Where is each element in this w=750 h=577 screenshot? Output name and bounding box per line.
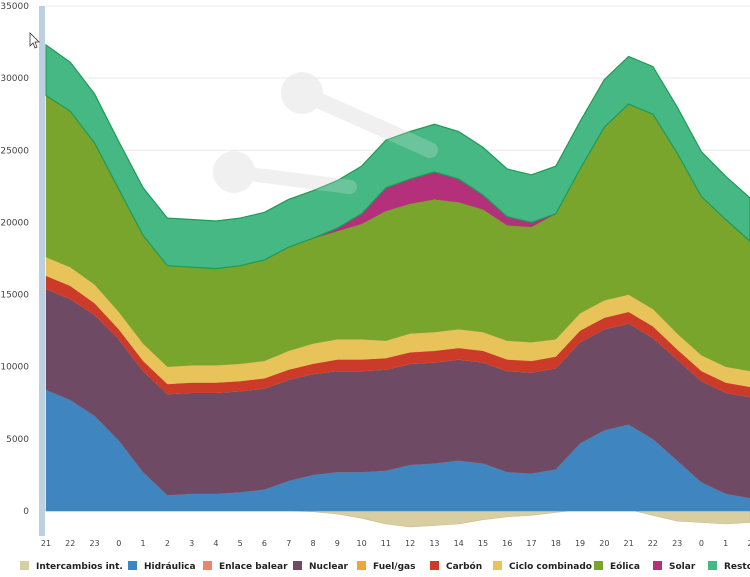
x-tick-label: 9 (335, 539, 340, 548)
legend-swatch (594, 561, 603, 570)
legend-swatch (653, 561, 662, 570)
x-tick-label: 14 (454, 539, 464, 548)
legend-swatch (357, 561, 366, 570)
x-tick-label: 17 (526, 539, 536, 548)
legend-label: Eólica (610, 561, 640, 572)
y-tick-label: 15000 (0, 291, 29, 301)
y-tick-label: 20000 (0, 218, 29, 228)
legend-label: Carbón (446, 561, 482, 572)
y-tick-label: 5000 (6, 435, 29, 445)
legend-swatch (493, 561, 502, 570)
legend-swatch (293, 561, 302, 570)
legend-label: Fuel/gas (373, 562, 415, 572)
x-tick-label: 19 (575, 539, 585, 548)
x-tick-label: 16 (502, 539, 512, 548)
x-tick-label: 7 (286, 539, 291, 548)
x-tick-label: 4 (213, 539, 218, 548)
x-tick-label: 15 (478, 539, 488, 548)
legend-label: Intercambios int. (36, 562, 123, 572)
x-tick-label: 22 (648, 539, 658, 548)
x-tick-label: 1 (141, 539, 146, 548)
x-tick-label: 21 (624, 539, 634, 548)
x-tick-label: 20 (599, 539, 609, 548)
legend-label: Hidráulica (144, 562, 196, 572)
x-tick-label: 8 (310, 539, 315, 548)
x-tick-label: 21 (41, 539, 51, 548)
y-axis-ticks: 0 5000 10000 15000 20000 25000 30000 35000 (0, 2, 29, 517)
legend-item-nuclear: Nuclear (293, 561, 349, 572)
x-tick-label: 2 (747, 539, 750, 548)
y-tick-label: 0 (23, 507, 29, 517)
x-tick-label: 13 (429, 539, 439, 548)
legend-item-carbon: Carbón (430, 561, 482, 572)
legend-item-enlace-balear: Enlace balear (203, 561, 288, 572)
legend: Intercambios int. Hidráulica Enlace balear… (20, 561, 750, 572)
legend-swatch (203, 561, 212, 570)
legend-item-resto: Resto (708, 561, 750, 572)
x-tick-label: 22 (65, 539, 75, 548)
x-tick-label: 1 (723, 539, 728, 548)
legend-item-eolica: Eólica (594, 561, 640, 572)
x-tick-label: 23 (89, 539, 99, 548)
y-tick-label: 35000 (0, 2, 29, 12)
x-tick-label: 2 (165, 539, 170, 548)
legend-swatch (708, 561, 717, 570)
x-tick-label: 11 (381, 539, 391, 548)
x-tick-label: 18 (551, 539, 561, 548)
legend-label: Enlace balear (219, 562, 288, 572)
x-axis-ticks: 21 22 23 0 1 2 3 4 5 6 7 8 9 10 11 12 13 14 15 16 17 18 19 20 21… (41, 539, 750, 548)
watermark-overlay (213, 72, 438, 194)
y-tick-label: 25000 (0, 146, 29, 156)
legend-swatch (430, 561, 439, 570)
x-tick-label: 5 (238, 539, 243, 548)
legend-label: Ciclo combinado (509, 562, 592, 572)
mouse-cursor-icon (29, 32, 40, 49)
legend-swatch (20, 561, 29, 570)
x-tick-label: 0 (116, 539, 121, 548)
y-tick-label: 10000 (0, 363, 29, 373)
legend-label: Solar (669, 562, 696, 572)
legend-item-intercambios-int: Intercambios int. (20, 561, 123, 572)
stacked-areas (45, 43, 750, 528)
x-tick-label: 12 (405, 539, 415, 548)
legend-item-solar: Solar (653, 561, 696, 572)
y-axis-bar (39, 6, 45, 536)
legend-item-fuel-gas: Fuel/gas (357, 561, 415, 572)
x-tick-label: 6 (262, 539, 267, 548)
x-tick-label: 3 (189, 539, 194, 548)
x-tick-label: 10 (356, 539, 366, 548)
legend-item-hidraulica: Hidráulica (128, 561, 196, 572)
y-tick-label: 30000 (0, 74, 29, 84)
legend-label: Nuclear (309, 562, 349, 572)
x-tick-label: 23 (672, 539, 682, 548)
legend-label: Resto (724, 562, 750, 572)
area-resto (45, 43, 750, 270)
legend-swatch (128, 561, 137, 570)
legend-item-ciclo-combinado: Ciclo combinado (493, 561, 592, 572)
x-tick-label: 0 (699, 539, 704, 548)
